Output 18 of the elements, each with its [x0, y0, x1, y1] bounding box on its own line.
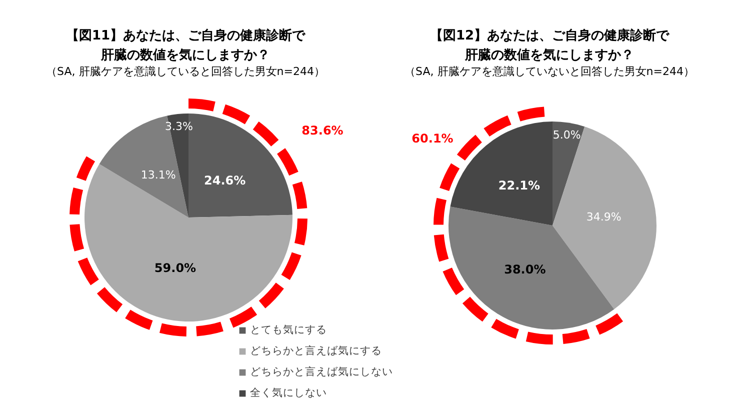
data-label: 59.0%: [154, 260, 196, 275]
legend-label: どちらかと言えば気にする: [250, 344, 382, 358]
legend-label: どちらかと言えば気にしない: [250, 364, 393, 380]
data-label: 13.1%: [140, 168, 176, 182]
legend-label: とても気にする: [250, 322, 327, 338]
chart-title: 【図11】あなたは、ご自身の健康診断で肝臓の数値を気にしますか？: [66, 28, 306, 63]
chart-subtitle: （SA, 肝臓ケアを意識していないと回答した男女n=244）: [404, 65, 694, 78]
data-label: 38.0%: [504, 262, 546, 277]
data-label: 34.9%: [586, 210, 622, 224]
legend-label: 全く気にしない: [250, 386, 327, 400]
data-label: 24.6%: [204, 173, 246, 188]
data-label: 5.0%: [552, 128, 581, 142]
chart-subtitle: （SA, 肝臓ケアを意識していると回答した男女n=244）: [46, 65, 325, 78]
chart-title: 【図12】あなたは、ご自身の健康診断で肝臓の数値を気にしますか？: [430, 28, 670, 63]
text: 83.6%: [302, 124, 344, 138]
data-label: 22.1%: [498, 178, 540, 193]
text: 60.1%: [412, 132, 454, 146]
data-label: 3.3%: [165, 120, 194, 133]
